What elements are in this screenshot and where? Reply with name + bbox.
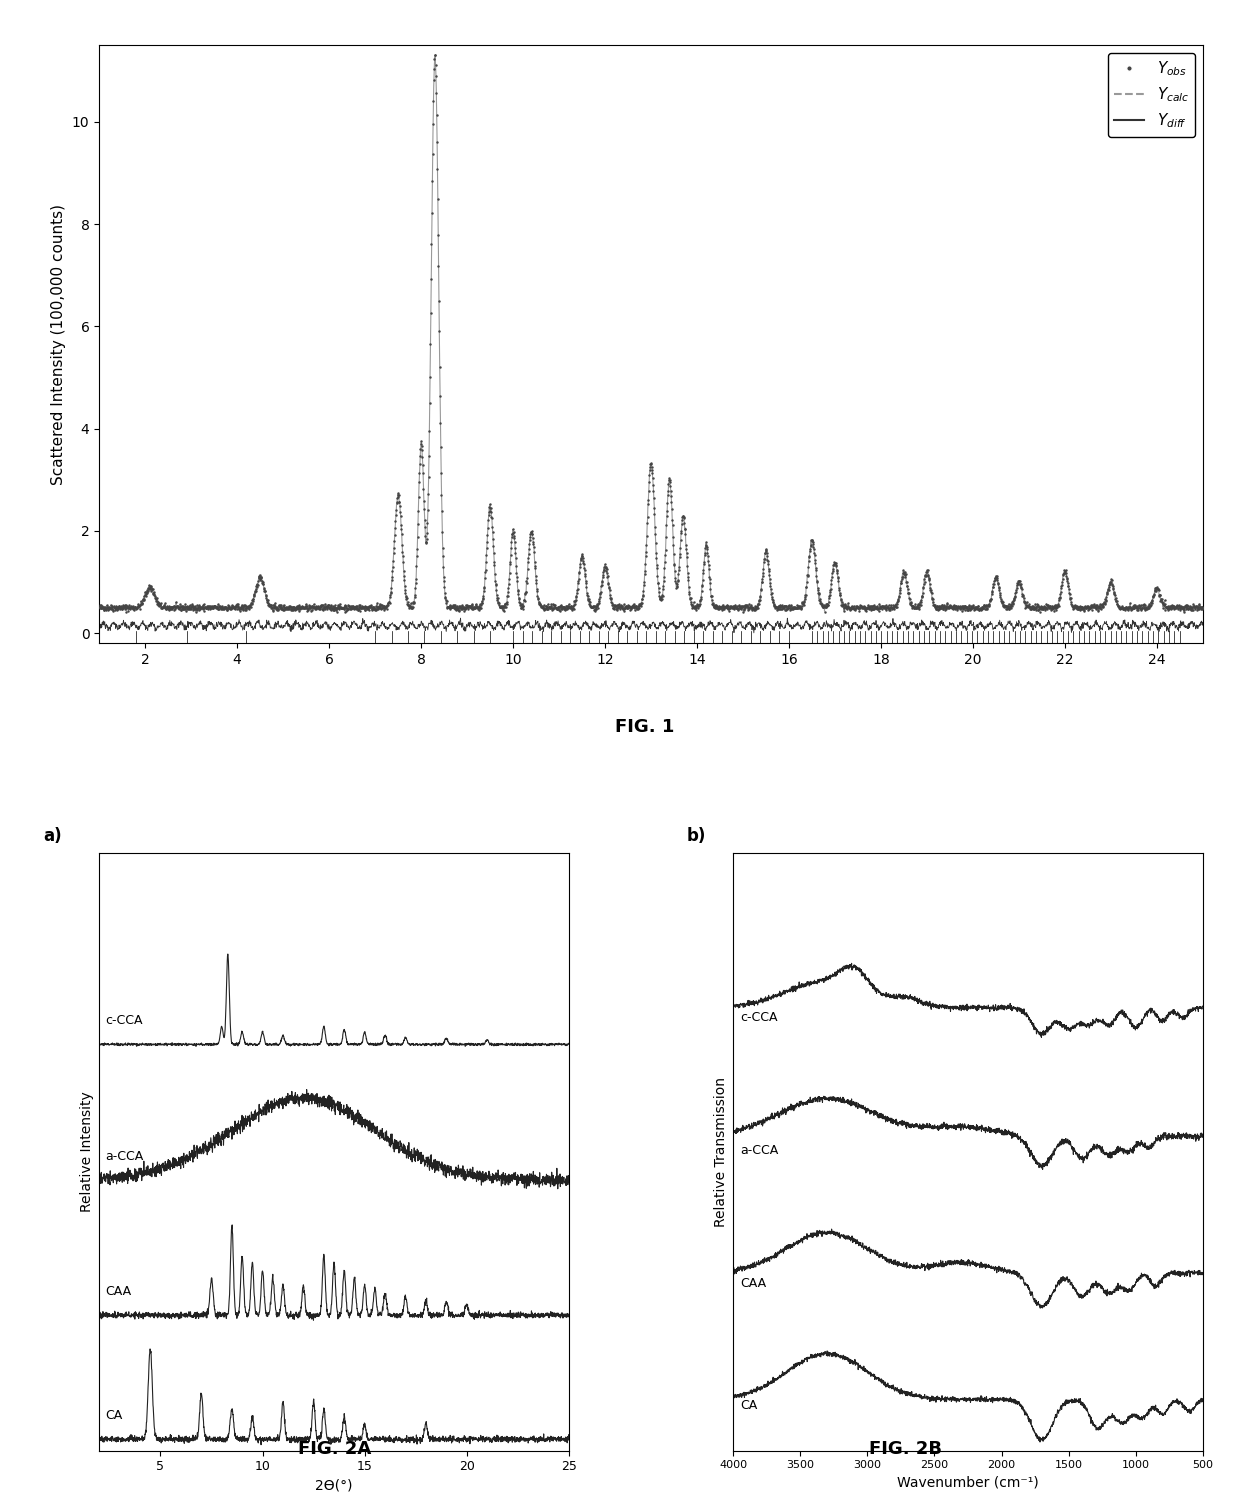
Text: FIG. 1: FIG. 1 [615,718,675,736]
Text: CAA: CAA [105,1286,131,1298]
$Y_{calc}$ [563,597,578,615]
Y-axis label: Relative Intensity: Relative Intensity [79,1091,94,1212]
Text: a): a) [43,827,62,845]
$Y_{calc}$ [1174,598,1189,616]
Y-axis label: Relative Transmission: Relative Transmission [714,1076,728,1227]
$Y_{obs}$ [92,598,107,616]
$Y_{diff}$ [516,616,531,635]
$Y_{diff}$ [283,618,298,636]
$Y_{calc}$ [1195,598,1210,616]
Text: c-CCA: c-CCA [105,1014,143,1027]
Line: $Y_{diff}$: $Y_{diff}$ [99,618,1203,633]
$Y_{diff}$ [1174,613,1189,632]
Text: CA: CA [105,1410,123,1422]
$Y_{calc}$ [284,598,299,616]
$Y_{diff}$ [1195,616,1210,635]
$Y_{calc}$ [92,598,107,616]
$Y_{obs}$ [516,597,531,615]
Text: a-CCA: a-CCA [105,1150,144,1163]
$Y_{calc}$ [516,597,531,615]
Text: a-CCA: a-CCA [740,1144,779,1157]
$Y_{diff}$ [453,609,467,627]
$Y_{diff}$ [1055,618,1070,636]
$Y_{obs}$ [563,597,578,615]
Text: CA: CA [740,1399,758,1411]
$Y_{diff}$ [92,623,107,641]
$Y_{diff}$ [746,624,761,642]
Text: CAA: CAA [740,1277,766,1290]
$Y_{calc}$ [1055,567,1070,585]
$Y_{diff}$ [217,620,232,638]
Line: $Y_{obs}$: $Y_{obs}$ [98,54,1204,613]
$Y_{obs}$ [284,598,299,616]
$Y_{obs}$ [428,45,443,63]
X-axis label: Wavenumber (cm⁻¹): Wavenumber (cm⁻¹) [897,1476,1039,1490]
Legend: $Y_{obs}$, $Y_{calc}$, $Y_{diff}$: $Y_{obs}$, $Y_{calc}$, $Y_{diff}$ [1107,53,1195,136]
$Y_{obs}$ [188,603,203,621]
Text: b): b) [686,827,706,845]
Line: $Y_{calc}$: $Y_{calc}$ [99,56,1203,612]
Y-axis label: Scattered Intensity (100,000 counts): Scattered Intensity (100,000 counts) [51,204,66,485]
$Y_{calc}$ [218,600,233,618]
$Y_{calc}$ [428,47,443,65]
$Y_{calc}$ [188,603,203,621]
X-axis label: 2ϴ(°): 2ϴ(°) [315,1479,352,1493]
$Y_{obs}$ [1195,598,1210,616]
Text: FIG. 2A: FIG. 2A [298,1440,372,1458]
Text: FIG. 2B: FIG. 2B [869,1440,941,1458]
Text: c-CCA: c-CCA [740,1011,777,1024]
$Y_{obs}$ [1174,597,1189,615]
$Y_{obs}$ [1055,567,1070,585]
$Y_{diff}$ [563,621,578,639]
$Y_{obs}$ [218,600,233,618]
